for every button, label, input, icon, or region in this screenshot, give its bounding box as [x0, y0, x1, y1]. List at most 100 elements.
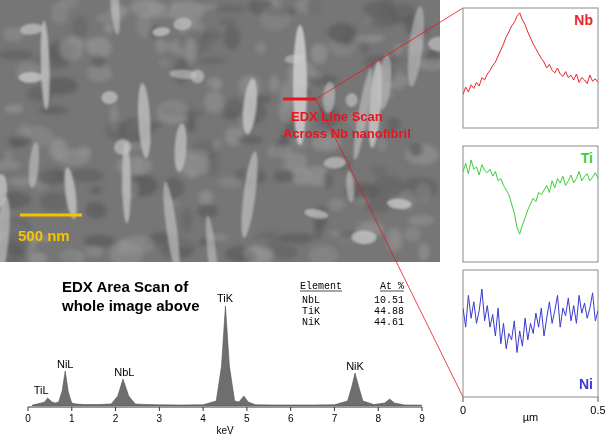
table-header: Element [300, 281, 342, 292]
sem-grain [184, 38, 196, 63]
sem-grain [415, 182, 431, 201]
sem-grain [194, 4, 219, 10]
sem-grain [343, 29, 351, 48]
sem-grain [207, 154, 219, 177]
sem-grain [0, 50, 34, 60]
connector [316, 99, 463, 397]
sem-grain [155, 38, 166, 53]
title-line: EDX Area Scan of [62, 278, 189, 295]
x-tick-label: 7 [332, 413, 338, 424]
x-tick-label: 3 [157, 413, 163, 424]
peak-label: NiK [346, 360, 364, 372]
sem-grain [188, 169, 197, 179]
peak-label: NiL [57, 358, 74, 370]
sem-grain [362, 1, 396, 16]
sem-grain [39, 106, 68, 115]
sem-fibril [173, 16, 193, 31]
sem-fibril [62, 167, 79, 220]
table-cell: NbL [302, 295, 320, 306]
sem-grain [286, 152, 307, 172]
sem-fibril [173, 123, 188, 172]
sem-fibril [241, 78, 260, 135]
sem-fibril [152, 26, 171, 37]
sem-grain [354, 35, 385, 43]
sem-grain [60, 37, 83, 61]
sem-grain [260, 6, 291, 31]
sem-grain [204, 91, 224, 113]
table-cell: 44.88 [374, 306, 404, 317]
line-scan-plot [463, 13, 598, 95]
panel-frame [463, 8, 598, 128]
sem-grain [8, 136, 33, 148]
x-tick [334, 407, 335, 411]
sem-image [0, 0, 440, 262]
sem-grain [109, 242, 143, 262]
sem-grain [328, 198, 345, 211]
sem-grain [85, 246, 104, 256]
panel-frame [463, 146, 598, 262]
sem-fibril [376, 54, 393, 110]
sem-fibril [0, 195, 13, 262]
line-scan [463, 160, 598, 234]
sem-grain [206, 77, 222, 89]
table-cell: 10.51 [374, 295, 404, 306]
sem-fibril [27, 142, 41, 188]
sem-grain [89, 189, 97, 195]
sem-grain [0, 159, 21, 170]
sem-grain [408, 215, 434, 226]
table-cell: TiK [302, 306, 320, 317]
annotation: EDX Line Scan [291, 109, 383, 124]
sem-fibril [304, 207, 330, 220]
sem-fibril [203, 215, 221, 262]
x-axis-title: keV [216, 425, 234, 436]
element-label: Ni [579, 376, 593, 392]
sem-grain [70, 168, 104, 182]
sem-grain [104, 23, 115, 34]
sem-grain [51, 1, 69, 24]
sem-fibril [345, 93, 358, 108]
sem-grain [324, 171, 333, 189]
x-tick-label: 4 [200, 413, 206, 424]
title-line: whole image above [61, 297, 200, 314]
sem-grain [213, 139, 222, 151]
header-underline [300, 291, 342, 292]
sem-grain [224, 25, 241, 49]
x-tick [159, 407, 160, 411]
x-tick [378, 407, 379, 411]
sem-grain [269, 75, 280, 93]
table-cell: 44.61 [374, 317, 404, 328]
sem-grain [331, 231, 339, 237]
spectrum-area [32, 306, 422, 406]
sem-grain [28, 252, 47, 262]
x-axis-title: µm [523, 411, 539, 423]
scan-line [283, 98, 316, 101]
spectrum-plot [32, 306, 422, 406]
sem-fibrils [0, 0, 440, 262]
x-tick [290, 407, 291, 411]
sem-grain [59, 249, 85, 262]
x-tick [463, 397, 464, 402]
sem-grain [139, 12, 173, 19]
sem-fibril [351, 230, 376, 244]
sem-grain [170, 1, 181, 11]
sem-grain [85, 202, 106, 219]
element-label: Nb [574, 12, 593, 28]
x-tick-label: 5 [244, 413, 250, 424]
sem-grain [72, 16, 88, 39]
annotation: Across Nb nanofibril [283, 126, 411, 141]
x-tick-label: 2 [113, 413, 119, 424]
x-tick [28, 407, 29, 411]
sem-grain [360, 22, 383, 36]
sem-grain [5, 104, 24, 113]
sem-grain [84, 235, 114, 248]
sem-grain [254, 231, 285, 250]
scale-bar [20, 214, 82, 217]
sem-grain [309, 245, 338, 262]
sem-grain [105, 121, 126, 141]
x-tick-label: 0.5 [590, 404, 605, 416]
sem-grain [280, 233, 314, 244]
sem-grain [386, 228, 402, 252]
table-cell: NiK [302, 317, 320, 328]
sem-grain [135, 157, 143, 173]
line-scan-plot [463, 160, 598, 234]
